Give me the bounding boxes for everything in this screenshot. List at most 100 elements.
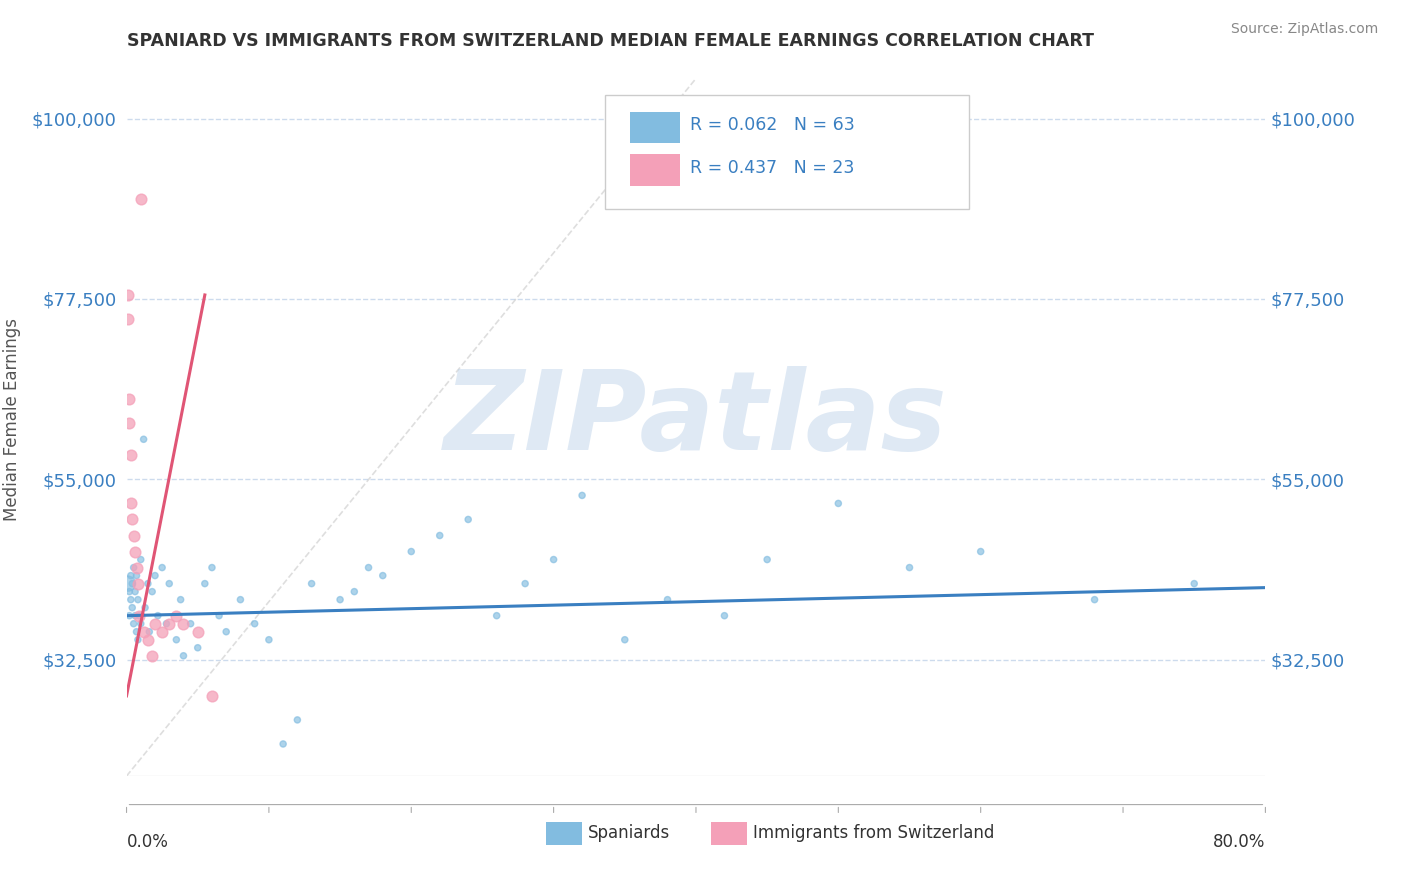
Point [129,192,152,206]
Point [371,568,394,582]
Point [429,528,451,542]
Point [457,512,479,526]
Point [136,576,159,591]
Point [515,576,537,591]
Point [172,648,194,663]
Point [129,616,152,631]
Point [165,632,187,647]
FancyBboxPatch shape [546,822,582,846]
Point [150,560,173,574]
Point [132,432,155,446]
Point [165,608,187,623]
Point [657,592,679,607]
Point [571,488,593,502]
Point [215,624,238,639]
Point [120,448,142,462]
Point [401,544,423,558]
Point [121,576,143,591]
Point [713,608,735,623]
Point [543,552,565,566]
FancyBboxPatch shape [711,822,747,846]
Point [127,592,149,607]
Point [827,496,849,510]
Point [756,552,779,566]
Point [128,608,150,623]
Point [124,584,146,599]
Point [194,576,217,591]
Point [257,632,280,647]
Text: Immigrants from Switzerland: Immigrants from Switzerland [754,824,994,842]
Point [128,608,150,623]
Point [124,544,146,558]
Point [143,568,166,582]
Point [1182,576,1205,591]
Point [134,600,156,615]
Point [118,584,141,599]
Point [125,624,148,639]
Text: 80.0%: 80.0% [1213,833,1265,851]
FancyBboxPatch shape [630,154,681,186]
Point [141,584,163,599]
Point [343,584,366,599]
Point [120,592,142,607]
Point [485,608,508,623]
Point [136,632,159,647]
Point [301,576,323,591]
Point [1084,592,1107,607]
Point [120,568,142,582]
Point [120,496,142,510]
FancyBboxPatch shape [605,95,969,209]
Point [329,592,352,607]
Text: ZIPatlas: ZIPatlas [444,366,948,473]
Point [121,512,143,526]
Point [970,544,993,558]
Point [169,592,191,607]
Point [146,608,169,623]
Text: SPANIARD VS IMMIGRANTS FROM SWITZERLAND MEDIAN FEMALE EARNINGS CORRELATION CHART: SPANIARD VS IMMIGRANTS FROM SWITZERLAND … [127,32,1094,50]
Point [157,616,180,631]
Point [124,608,146,623]
Point [121,600,143,615]
Point [127,632,149,647]
Point [150,624,173,639]
Text: Source: ZipAtlas.com: Source: ZipAtlas.com [1230,22,1378,37]
Point [125,568,148,582]
Point [117,312,139,326]
Point [187,624,209,639]
Point [118,416,141,430]
Point [287,713,309,727]
Text: Spaniards: Spaniards [588,824,671,842]
Point [208,608,231,623]
Point [155,616,177,631]
Point [143,616,166,631]
Point [613,632,636,647]
Y-axis label: Median Female Earnings: Median Female Earnings [3,318,21,521]
Point [357,560,380,574]
Point [201,689,224,703]
FancyBboxPatch shape [630,112,681,143]
Point [187,640,209,655]
Point [118,392,141,407]
Point [125,560,148,574]
Point [122,528,145,542]
Point [271,737,294,751]
Point [132,624,155,639]
Point [157,576,180,591]
Point [243,616,266,631]
Point [229,592,252,607]
Point [898,560,921,574]
Point [201,560,224,574]
Point [118,608,141,623]
Text: 0.0%: 0.0% [127,833,169,851]
Text: R = 0.062   N = 63: R = 0.062 N = 63 [690,116,855,134]
Point [122,560,145,574]
Point [122,616,145,631]
Point [172,616,194,631]
Point [117,576,139,591]
Point [129,552,152,566]
Point [117,288,139,302]
Text: R = 0.437   N = 23: R = 0.437 N = 23 [690,159,855,177]
Point [180,616,202,631]
Point [138,624,160,639]
Point [141,648,163,663]
